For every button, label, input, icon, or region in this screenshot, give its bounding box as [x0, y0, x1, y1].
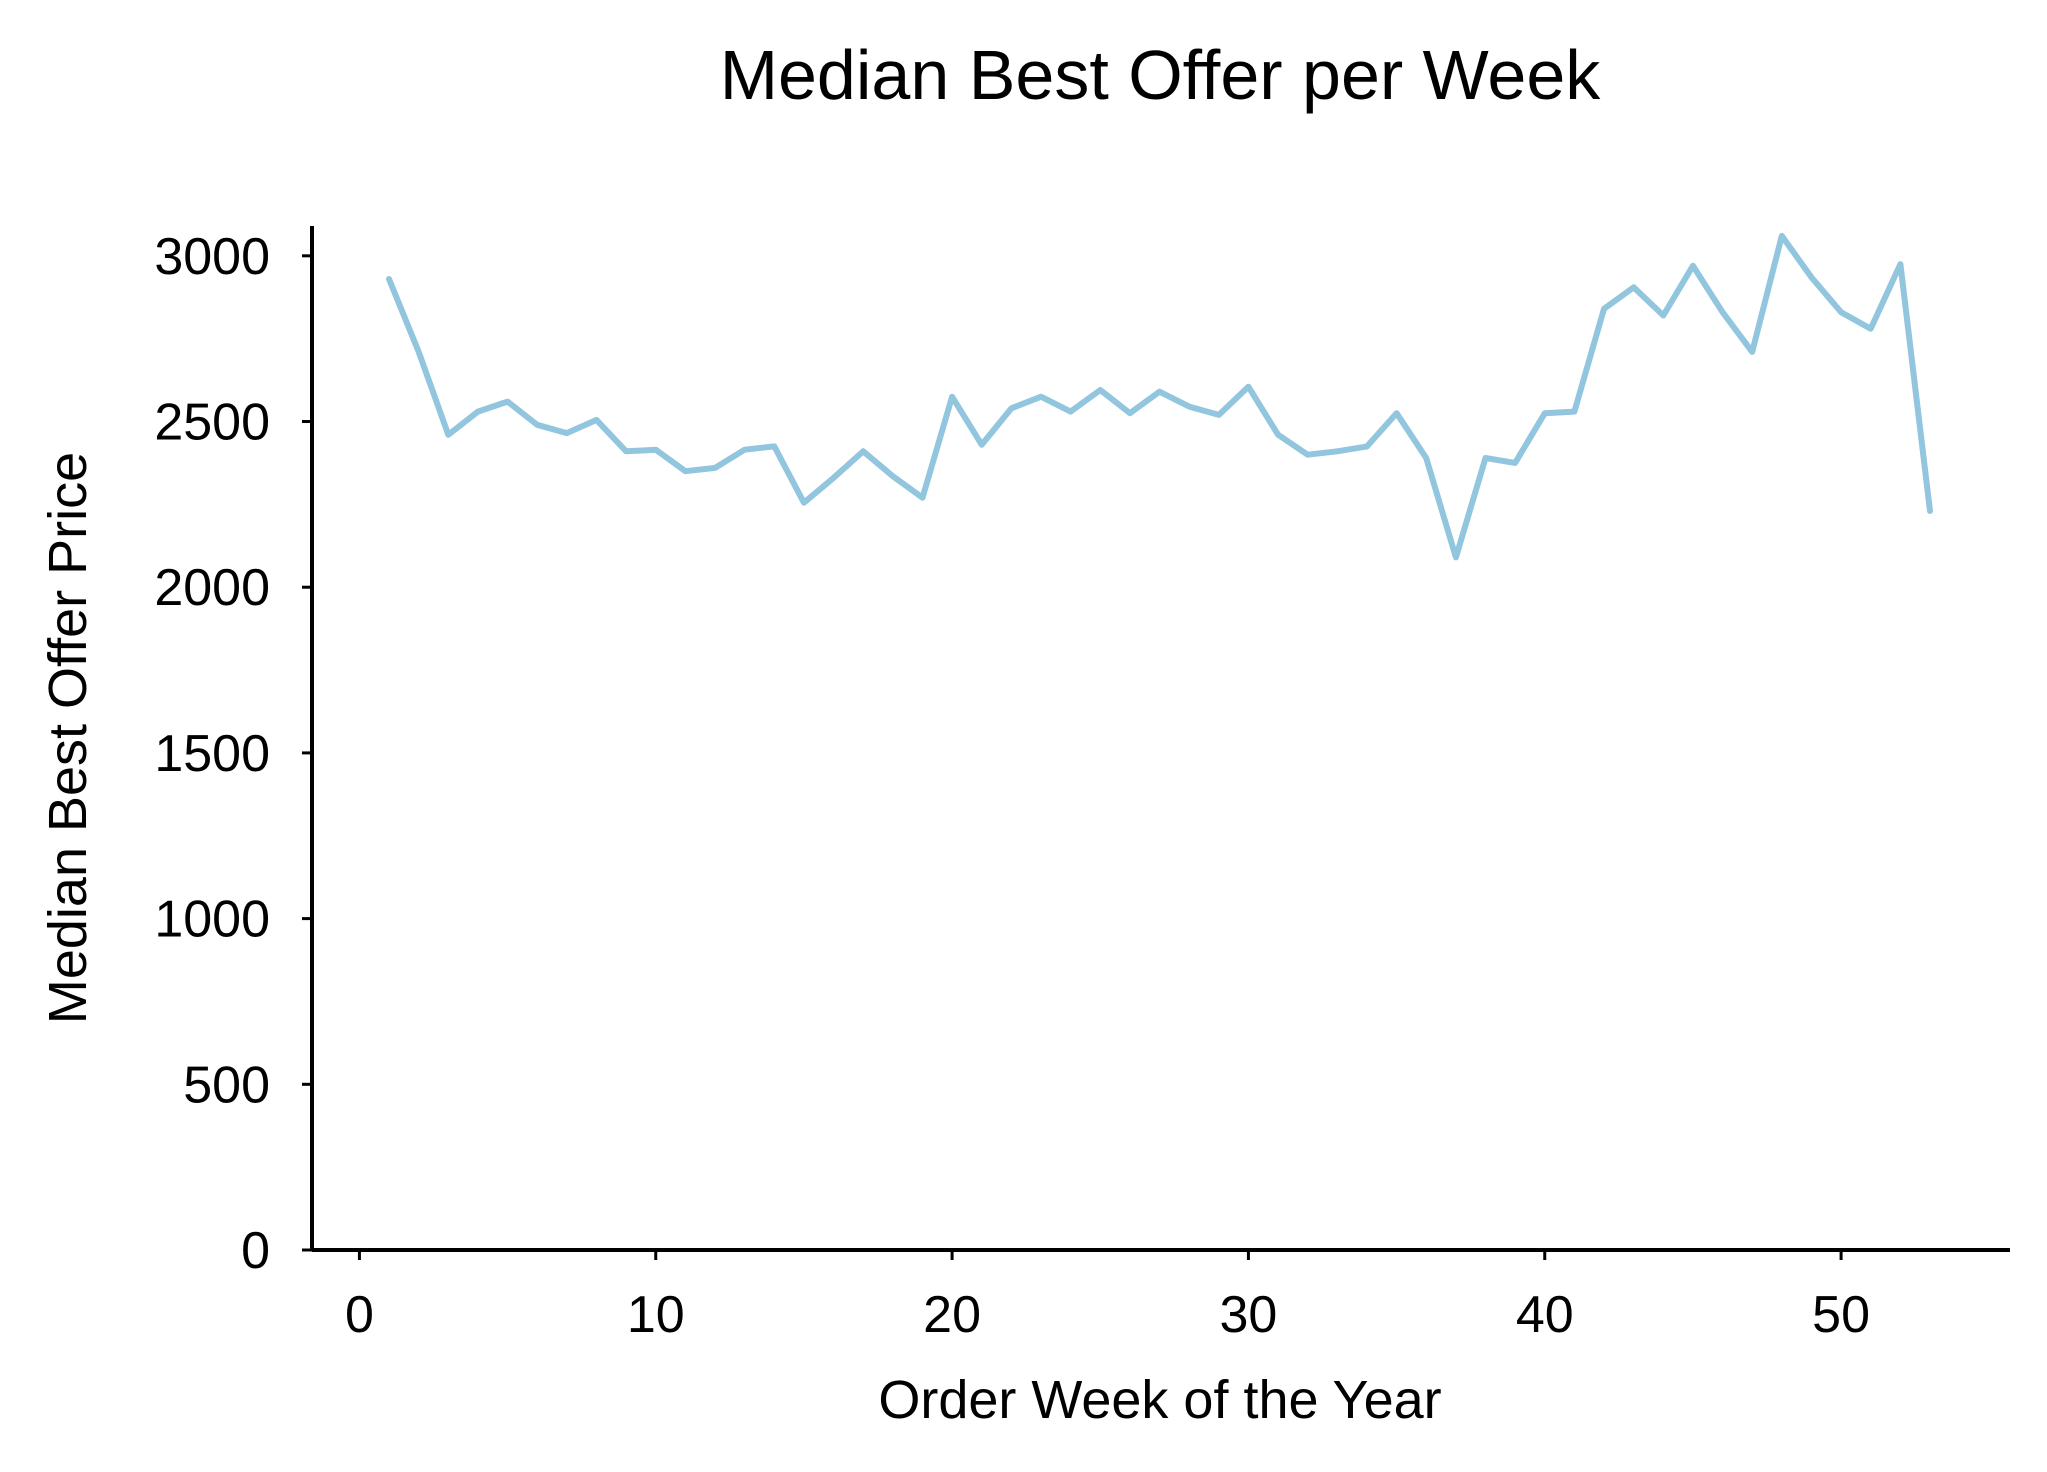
x-tick-label: 30: [1219, 1286, 1277, 1344]
y-tick-label: 1500: [154, 725, 270, 783]
y-axis-label: Median Best Offer Price: [38, 452, 98, 1024]
y-tick-label: 2500: [154, 394, 270, 452]
series-group: [386, 232, 1933, 561]
series-line: [386, 232, 1933, 561]
x-tick-label: 20: [923, 1286, 981, 1344]
x-tick-label: 0: [345, 1286, 374, 1344]
y-tick-label: 0: [241, 1222, 270, 1280]
y-tick-label: 500: [183, 1056, 270, 1114]
x-tick-label: 40: [1516, 1286, 1574, 1344]
y-tick-label: 2000: [154, 559, 270, 617]
y-tick-label: 1000: [154, 891, 270, 949]
y-axis-ticks: 0 500 1000 1500 2000 2500 3000: [154, 228, 312, 1280]
x-axis-ticks: 0 10 20 30 40 50: [345, 1250, 1870, 1344]
x-tick-label: 50: [1812, 1286, 1870, 1344]
y-tick-label: 3000: [154, 228, 270, 286]
x-tick-label: 10: [627, 1286, 685, 1344]
x-axis-label: Order Week of the Year: [878, 1370, 1441, 1430]
chart-title: Median Best Offer per Week: [720, 36, 1602, 114]
